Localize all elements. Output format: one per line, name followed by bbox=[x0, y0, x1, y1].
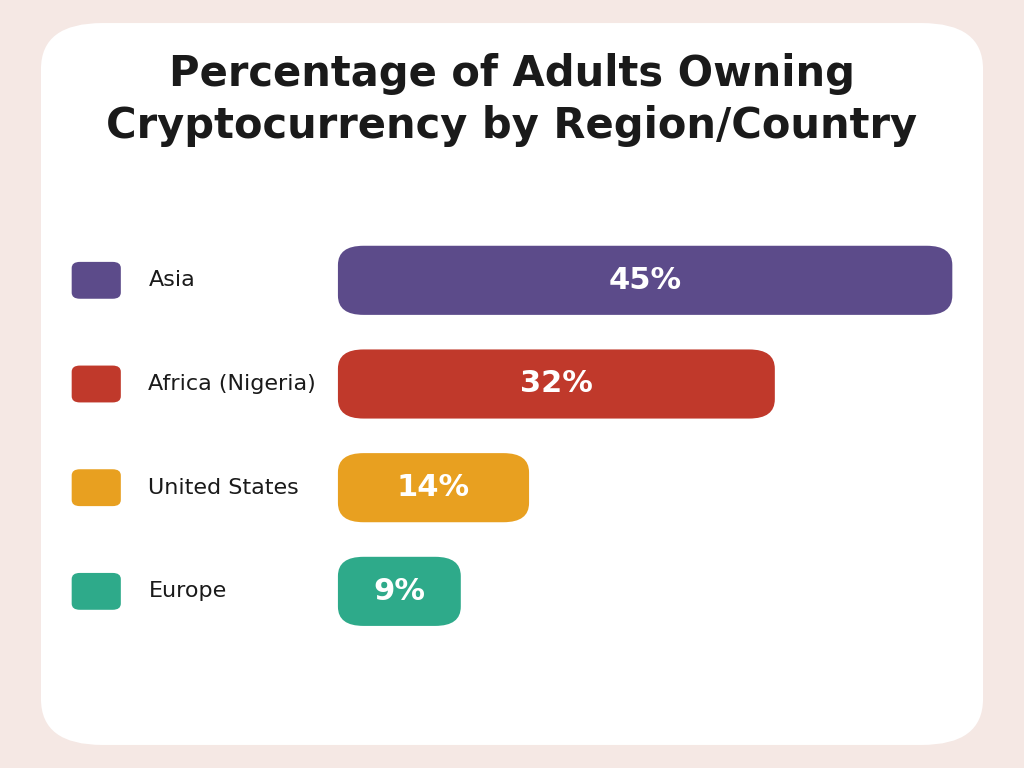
Text: Percentage of Adults Owning
Cryptocurrency by Region/Country: Percentage of Adults Owning Cryptocurren… bbox=[106, 53, 918, 147]
FancyBboxPatch shape bbox=[72, 262, 121, 299]
Text: 14%: 14% bbox=[397, 473, 470, 502]
FancyBboxPatch shape bbox=[72, 469, 121, 506]
FancyBboxPatch shape bbox=[338, 453, 529, 522]
Text: Africa (Nigeria): Africa (Nigeria) bbox=[148, 374, 316, 394]
FancyBboxPatch shape bbox=[338, 557, 461, 626]
Text: 9%: 9% bbox=[374, 577, 425, 606]
Text: United States: United States bbox=[148, 478, 299, 498]
FancyBboxPatch shape bbox=[338, 349, 775, 419]
FancyBboxPatch shape bbox=[41, 23, 983, 745]
Text: Europe: Europe bbox=[148, 581, 226, 601]
FancyBboxPatch shape bbox=[338, 246, 952, 315]
Text: 32%: 32% bbox=[520, 369, 593, 399]
FancyBboxPatch shape bbox=[72, 366, 121, 402]
Text: 45%: 45% bbox=[608, 266, 682, 295]
Text: Asia: Asia bbox=[148, 270, 196, 290]
FancyBboxPatch shape bbox=[72, 573, 121, 610]
